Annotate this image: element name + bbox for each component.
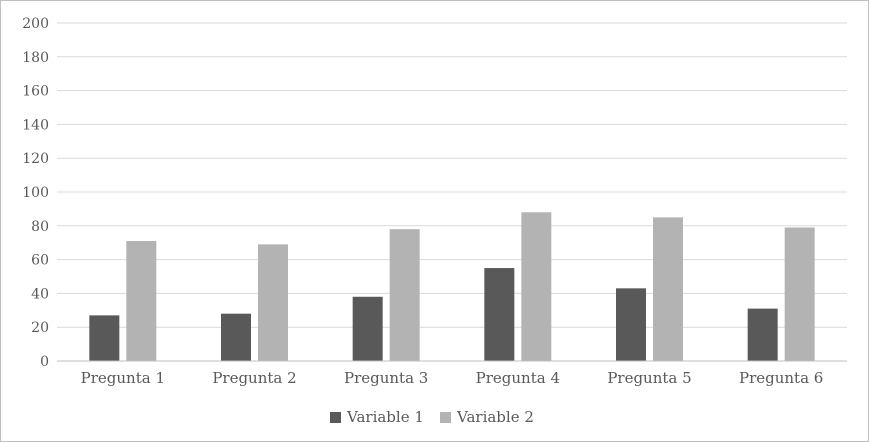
x-category-label: Pregunta 5 bbox=[607, 369, 691, 387]
legend-label: Variable 2 bbox=[456, 408, 534, 426]
x-category-label: Pregunta 2 bbox=[212, 369, 296, 387]
y-tick-label: 160 bbox=[22, 84, 49, 100]
legend-swatch bbox=[440, 412, 451, 423]
legend-swatch bbox=[330, 412, 341, 423]
bar-2-1 bbox=[126, 241, 157, 361]
bar-2-5 bbox=[653, 217, 683, 361]
y-tick-label: 180 bbox=[22, 50, 49, 66]
x-axis: Pregunta 1 Pregunta 2 Pregunta 3 Pregunta 4… bbox=[57, 360, 847, 387]
bar-2-4 bbox=[521, 212, 552, 361]
bar-2-6 bbox=[784, 227, 815, 361]
legend-label: Variable 1 bbox=[346, 408, 424, 426]
bar-2-2 bbox=[258, 244, 288, 361]
x-category-label: Pregunta 1 bbox=[81, 369, 165, 387]
y-tick-label: 60 bbox=[31, 253, 49, 269]
y-tick-label: 20 bbox=[31, 320, 49, 336]
bar-1-6 bbox=[747, 308, 778, 361]
y-tick-label: 100 bbox=[22, 185, 49, 201]
y-axis-ticks: 0 20 40 60 80 100 120 140 160 180 200 bbox=[22, 16, 49, 370]
y-tick-label: 0 bbox=[40, 354, 49, 370]
x-category-label: Pregunta 6 bbox=[739, 369, 823, 387]
bar-1-2 bbox=[221, 313, 251, 361]
bar-1-3 bbox=[352, 296, 383, 361]
y-tick-label: 140 bbox=[22, 117, 49, 133]
y-tick-label: 80 bbox=[31, 219, 49, 235]
y-tick-label: 200 bbox=[22, 16, 49, 32]
bar-2-3 bbox=[389, 229, 420, 361]
bar-1-5 bbox=[616, 288, 646, 361]
gridlines bbox=[57, 22, 847, 328]
bar-1-4 bbox=[484, 268, 515, 361]
y-tick-label: 40 bbox=[31, 286, 49, 302]
x-category-label: Pregunta 3 bbox=[344, 369, 428, 387]
legend: Variable 1 Variable 2 bbox=[330, 408, 534, 426]
y-tick-label: 120 bbox=[22, 151, 49, 167]
x-category-label: Pregunta 4 bbox=[476, 369, 560, 387]
bars bbox=[89, 212, 815, 361]
bar-1-1 bbox=[89, 315, 120, 361]
